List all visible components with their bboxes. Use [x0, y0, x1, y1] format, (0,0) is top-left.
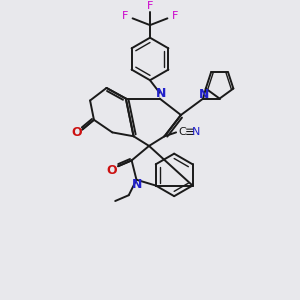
Text: F: F	[147, 1, 153, 11]
Text: N: N	[192, 128, 201, 137]
Text: F: F	[122, 11, 128, 21]
Text: O: O	[71, 126, 82, 139]
Text: N: N	[155, 87, 166, 100]
Text: ≡: ≡	[184, 126, 195, 139]
Text: F: F	[172, 11, 178, 21]
Text: O: O	[106, 164, 117, 177]
Text: N: N	[132, 178, 142, 191]
Text: C: C	[178, 128, 186, 137]
Text: N: N	[199, 88, 209, 101]
